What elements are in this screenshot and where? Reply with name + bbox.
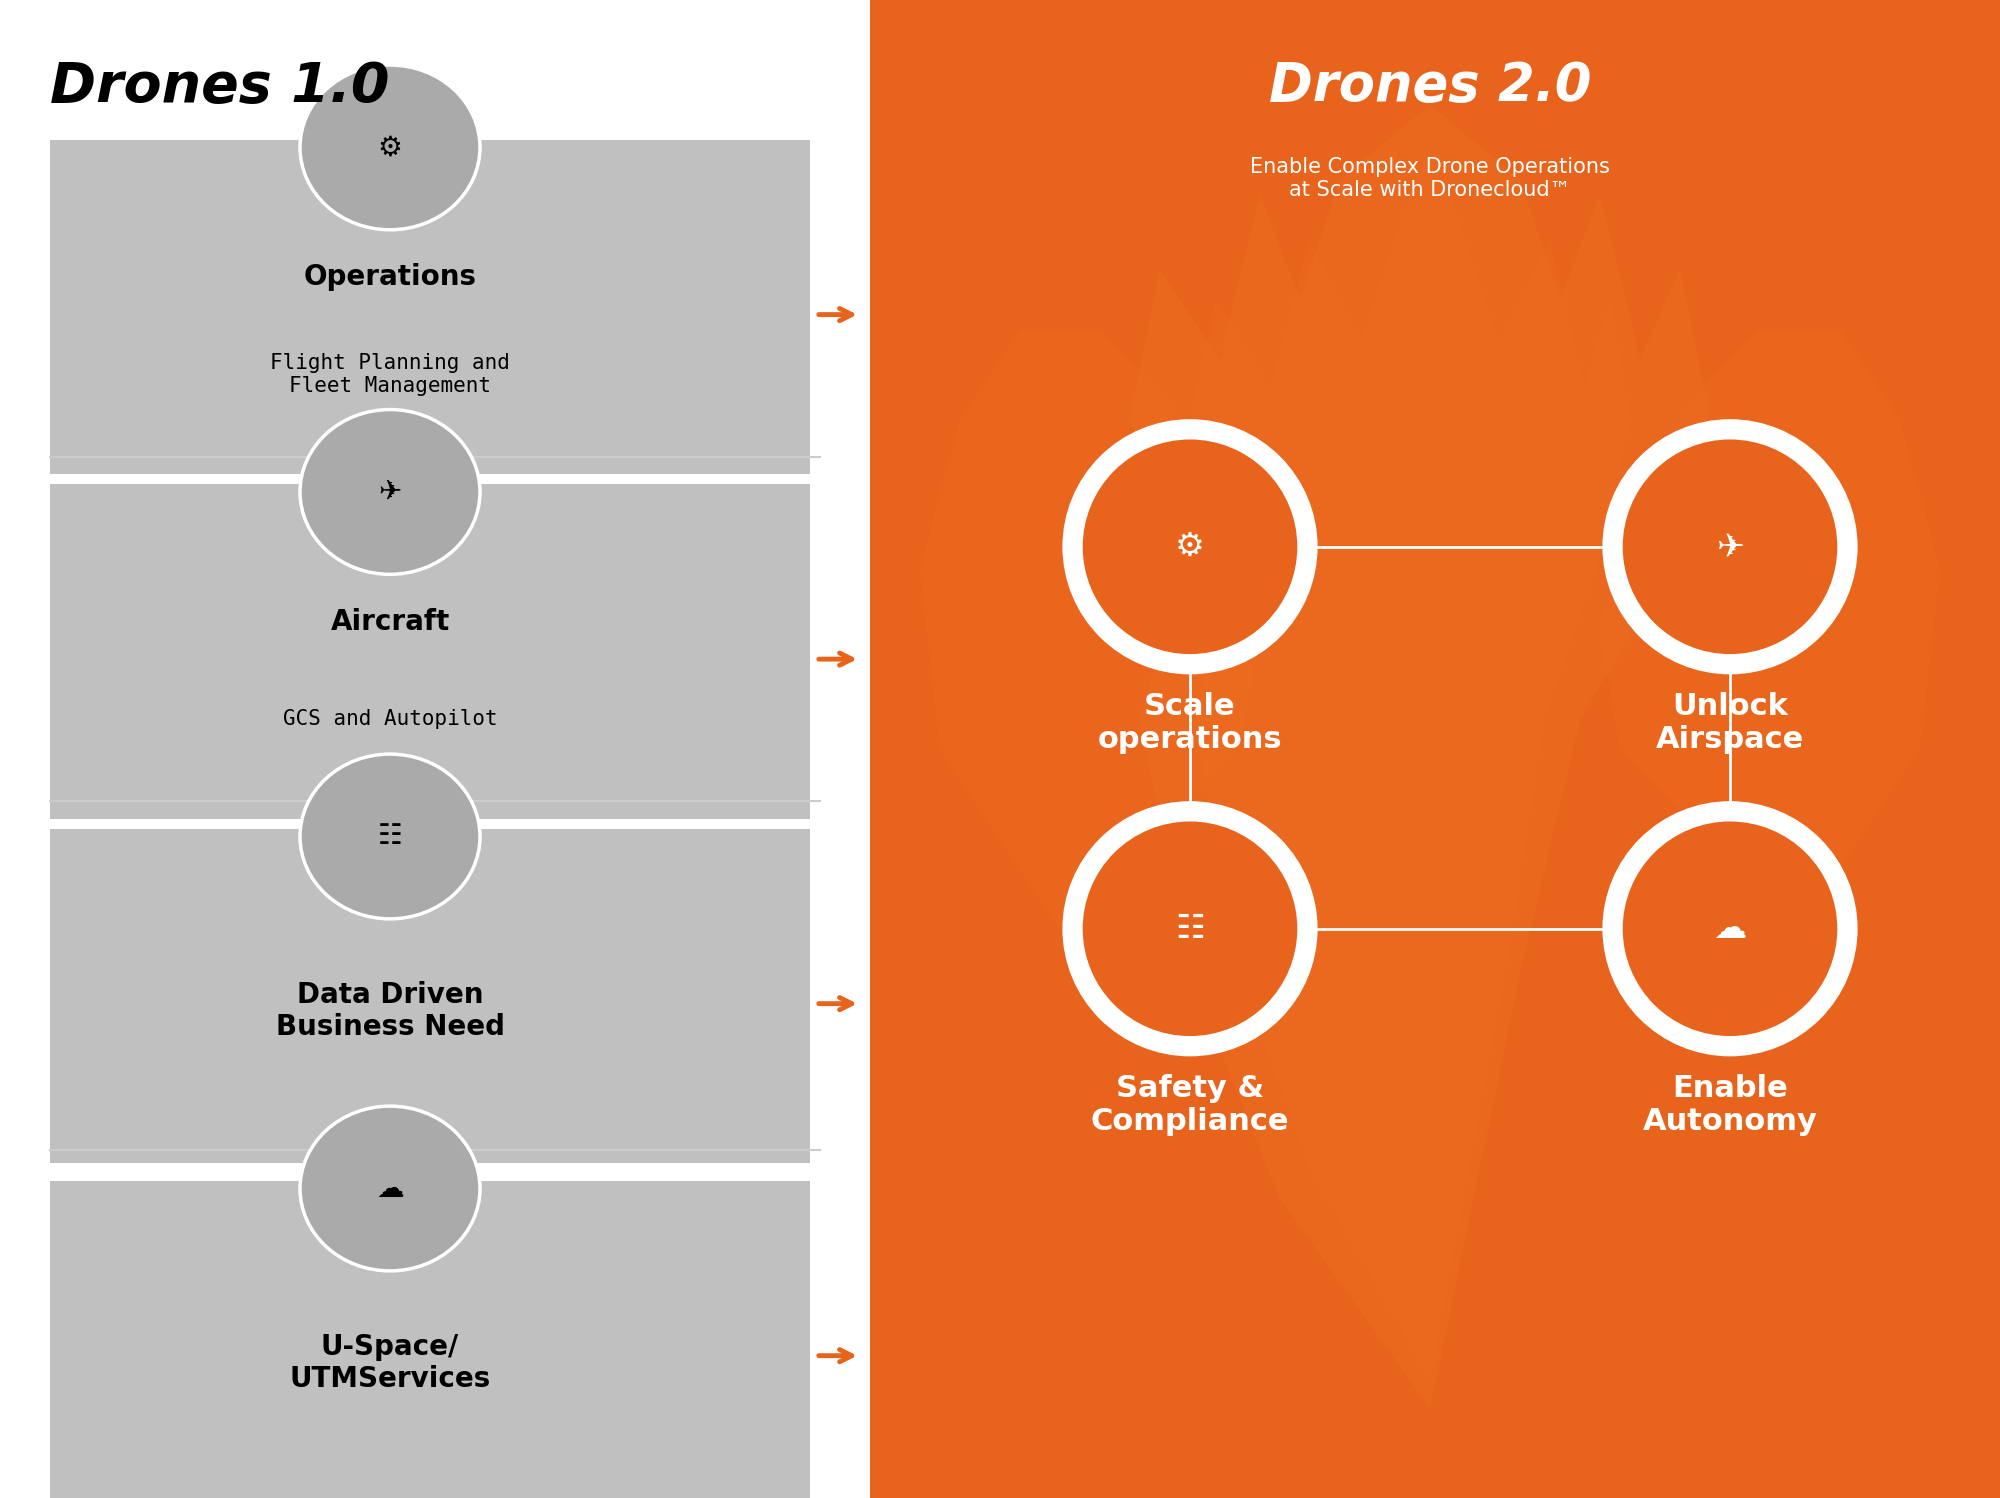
Text: ☁: ☁ <box>376 1174 404 1203</box>
Text: Scale
operations: Scale operations <box>1098 692 1282 755</box>
Ellipse shape <box>1622 821 1838 1037</box>
Ellipse shape <box>1082 821 1298 1037</box>
Polygon shape <box>1130 105 1710 1408</box>
Text: Flight Planning and
Fleet Management: Flight Planning and Fleet Management <box>270 354 510 395</box>
FancyBboxPatch shape <box>870 0 2000 1498</box>
Ellipse shape <box>300 64 480 229</box>
Ellipse shape <box>1082 439 1298 655</box>
Text: Aircraft: Aircraft <box>330 608 450 635</box>
Ellipse shape <box>1602 419 1858 674</box>
Ellipse shape <box>1062 801 1318 1056</box>
Ellipse shape <box>1602 801 1858 1056</box>
Text: ⚙: ⚙ <box>378 133 402 162</box>
Text: Drones 2.0: Drones 2.0 <box>1268 60 1592 112</box>
Text: ☷: ☷ <box>1176 912 1204 945</box>
Ellipse shape <box>1622 439 1838 655</box>
Polygon shape <box>1190 150 1630 1378</box>
FancyBboxPatch shape <box>50 828 810 1164</box>
Text: Operations: Operations <box>304 264 476 291</box>
Text: Safety &
Compliance: Safety & Compliance <box>1090 1074 1290 1137</box>
FancyBboxPatch shape <box>50 1180 810 1498</box>
Ellipse shape <box>300 1106 480 1270</box>
Ellipse shape <box>1062 419 1318 674</box>
Polygon shape <box>920 330 1260 929</box>
Ellipse shape <box>300 753 480 918</box>
Text: ☷: ☷ <box>378 822 402 851</box>
Text: Data Driven
Business Need: Data Driven Business Need <box>276 981 504 1041</box>
Text: GCS and Autopilot: GCS and Autopilot <box>282 709 498 730</box>
Text: Enable Complex Drone Operations
at Scale with Dronecloud™: Enable Complex Drone Operations at Scale… <box>1250 157 1610 201</box>
FancyBboxPatch shape <box>50 139 810 475</box>
Ellipse shape <box>300 409 480 574</box>
Text: ✈: ✈ <box>1716 530 1744 563</box>
Polygon shape <box>1600 330 1940 929</box>
Text: ✈: ✈ <box>378 478 402 506</box>
Text: U-Space/
UTMServices: U-Space/ UTMServices <box>290 1333 490 1393</box>
Text: Enable
Autonomy: Enable Autonomy <box>1642 1074 1818 1137</box>
Text: Drones 1.0: Drones 1.0 <box>50 60 390 114</box>
Text: ⚙: ⚙ <box>1176 530 1204 563</box>
Text: Unlock
Airspace: Unlock Airspace <box>1656 692 1804 755</box>
Text: ☁: ☁ <box>1714 912 1746 945</box>
FancyBboxPatch shape <box>50 484 810 819</box>
